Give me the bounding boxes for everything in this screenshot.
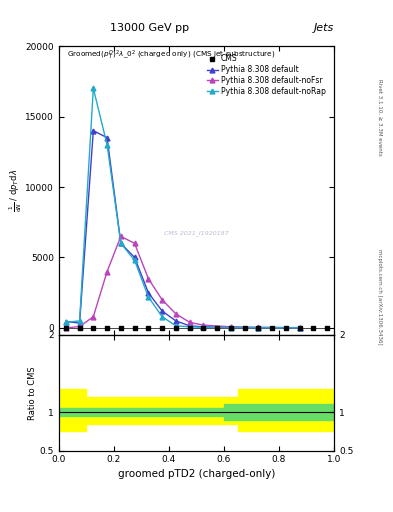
Pythia 8.308 default-noRap <box>132 257 137 263</box>
Pythia 8.308 default-noRap <box>77 318 82 324</box>
Bar <box>224 404 334 420</box>
Line: Pythia 8.308 default-noFsr: Pythia 8.308 default-noFsr <box>63 234 302 330</box>
Pythia 8.308 default-noRap <box>105 142 109 148</box>
Pythia 8.308 default-noFsr <box>201 322 206 328</box>
Text: Jets: Jets <box>314 23 334 33</box>
Pythia 8.308 default-noRap <box>201 324 206 330</box>
CMS <box>91 325 96 331</box>
CMS <box>160 325 165 331</box>
Pythia 8.308 default <box>229 324 233 330</box>
Pythia 8.308 default-noFsr <box>229 324 233 330</box>
Pythia 8.308 default <box>174 318 178 324</box>
Bar <box>59 389 86 431</box>
CMS <box>132 325 137 331</box>
Pythia 8.308 default-noRap <box>174 323 178 329</box>
Pythia 8.308 default <box>187 323 192 329</box>
Y-axis label: $\frac{1}{\mathrm{d}N}$ / $\mathrm{d}p_T \mathrm{d}\lambda$: $\frac{1}{\mathrm{d}N}$ / $\mathrm{d}p_T… <box>7 169 24 212</box>
Pythia 8.308 default <box>298 325 302 331</box>
Pythia 8.308 default <box>201 324 206 330</box>
Pythia 8.308 default-noRap <box>256 325 261 331</box>
Pythia 8.308 default-noRap <box>64 319 68 326</box>
CMS <box>311 325 316 331</box>
Pythia 8.308 default-noFsr <box>187 319 192 326</box>
Pythia 8.308 default-noFsr <box>256 324 261 330</box>
Pythia 8.308 default-noFsr <box>77 324 82 330</box>
Pythia 8.308 default-noFsr <box>146 275 151 282</box>
Pythia 8.308 default <box>91 127 96 134</box>
CMS <box>242 325 247 331</box>
Pythia 8.308 default <box>132 254 137 261</box>
Pythia 8.308 default-noFsr <box>91 314 96 320</box>
Pythia 8.308 default-noRap <box>146 294 151 300</box>
CMS <box>270 325 275 331</box>
Line: Pythia 8.308 default-noRap: Pythia 8.308 default-noRap <box>63 86 302 330</box>
Pythia 8.308 default <box>256 325 261 331</box>
Y-axis label: Ratio to CMS: Ratio to CMS <box>28 366 37 420</box>
Text: CMS 2021_I1920187: CMS 2021_I1920187 <box>164 230 229 236</box>
Pythia 8.308 default-noFsr <box>174 311 178 317</box>
Line: Pythia 8.308 default: Pythia 8.308 default <box>63 128 302 330</box>
CMS <box>64 325 68 331</box>
CMS <box>215 325 219 331</box>
CMS <box>229 325 233 331</box>
CMS <box>187 325 192 331</box>
Pythia 8.308 default-noFsr <box>160 296 165 303</box>
Pythia 8.308 default <box>64 318 68 325</box>
CMS <box>174 325 178 331</box>
Bar <box>86 397 238 423</box>
CMS <box>105 325 109 331</box>
CMS <box>325 325 330 331</box>
Pythia 8.308 default <box>146 290 151 296</box>
CMS <box>298 325 302 331</box>
Text: Rivet 3.1.10, ≥ 3.3M events: Rivet 3.1.10, ≥ 3.3M events <box>377 79 382 156</box>
Pythia 8.308 default-noRap <box>187 324 192 330</box>
Pythia 8.308 default-noRap <box>298 325 302 331</box>
Bar <box>59 408 224 416</box>
Pythia 8.308 default-noRap <box>119 240 123 246</box>
Text: Groomed$(p_T^D)^2\lambda\_0^2$ (charged only) (CMS jet substructure): Groomed$(p_T^D)^2\lambda\_0^2$ (charged … <box>67 49 275 62</box>
Pythia 8.308 default <box>105 135 109 141</box>
Bar <box>238 389 334 431</box>
Pythia 8.308 default-noRap <box>91 86 96 92</box>
X-axis label: groomed pTD2 (charged-only): groomed pTD2 (charged-only) <box>118 468 275 479</box>
Pythia 8.308 default-noFsr <box>132 240 137 246</box>
CMS <box>201 325 206 331</box>
Text: mcplots.cern.ch [arXiv:1306.3436]: mcplots.cern.ch [arXiv:1306.3436] <box>377 249 382 345</box>
CMS <box>146 325 151 331</box>
Line: CMS: CMS <box>64 326 329 330</box>
CMS <box>119 325 123 331</box>
CMS <box>77 325 82 331</box>
CMS <box>284 325 288 331</box>
Text: 13000 GeV pp: 13000 GeV pp <box>110 23 189 33</box>
Pythia 8.308 default <box>119 240 123 246</box>
Pythia 8.308 default-noRap <box>229 325 233 331</box>
CMS <box>256 325 261 331</box>
Pythia 8.308 default <box>77 320 82 326</box>
Legend: CMS, Pythia 8.308 default, Pythia 8.308 default-noFsr, Pythia 8.308 default-noRa: CMS, Pythia 8.308 default, Pythia 8.308 … <box>205 53 327 98</box>
Pythia 8.308 default <box>160 308 165 314</box>
Pythia 8.308 default-noFsr <box>298 325 302 331</box>
Pythia 8.308 default-noFsr <box>64 325 68 331</box>
Pythia 8.308 default-noFsr <box>119 233 123 240</box>
Pythia 8.308 default-noFsr <box>105 268 109 274</box>
Pythia 8.308 default-noRap <box>160 314 165 320</box>
